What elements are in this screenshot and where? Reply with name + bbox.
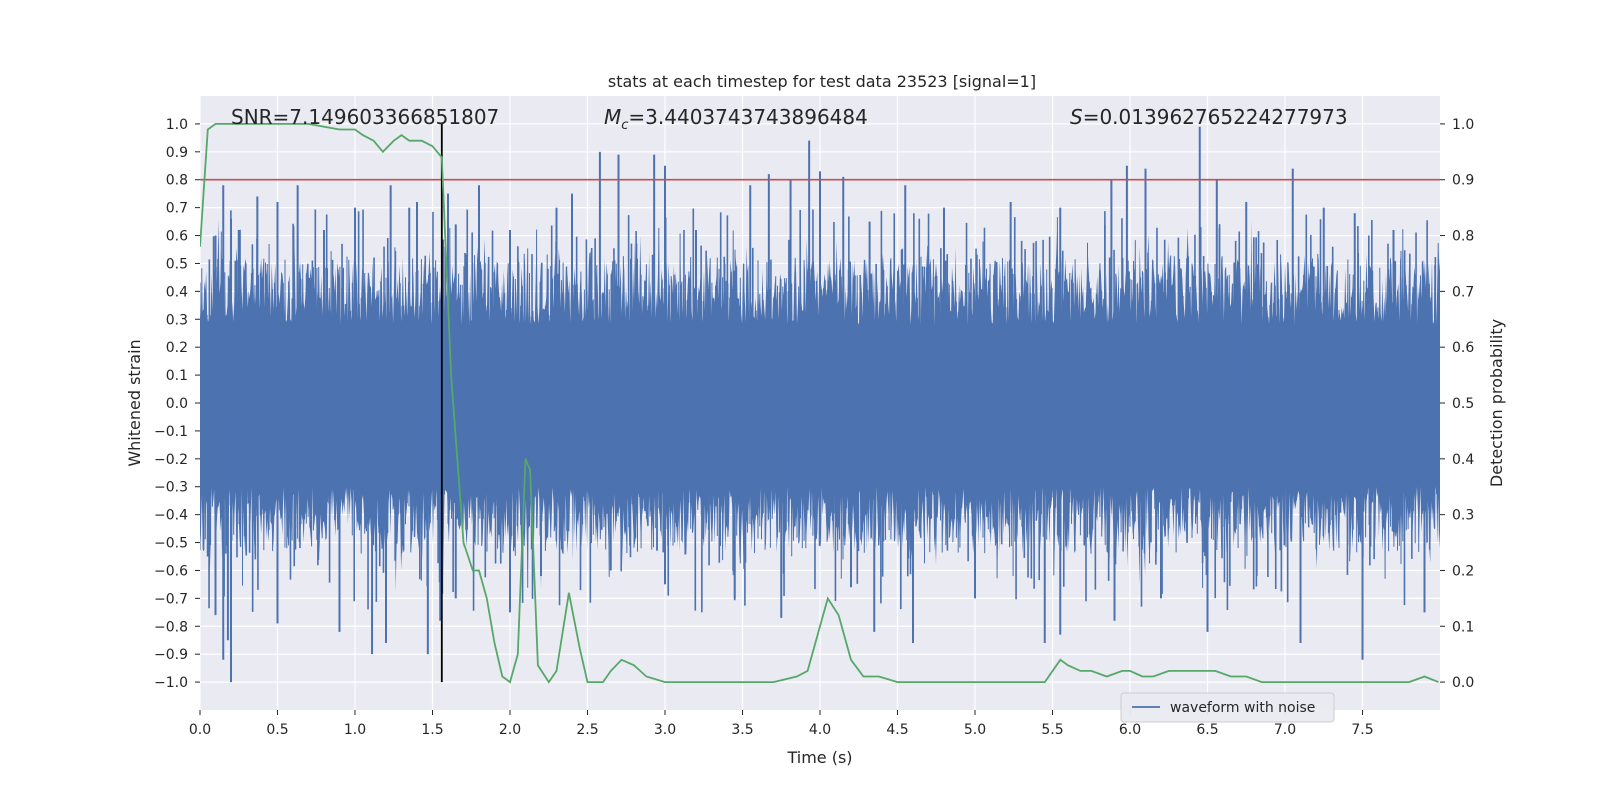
x-tick-label: 4.5 (886, 722, 908, 738)
chirp-mass-annotation: Mc=3.4403743743896484 (604, 105, 868, 133)
y2-tick-label: 0.4 (1452, 452, 1474, 468)
y2-tick-label: 1.0 (1452, 117, 1474, 133)
waveform-series (200, 126, 1440, 683)
x-tick-label: 7.0 (1274, 722, 1296, 738)
chart-title: stats at each timestep for test data 235… (608, 72, 1036, 91)
x-tick-label: 0.0 (189, 722, 211, 738)
y2-tick-label: 0.6 (1452, 340, 1474, 356)
y2-axis-label: Detection probability (1487, 319, 1506, 487)
y-tick-label: 0.0 (166, 396, 188, 412)
legend-label: waveform with noise (1170, 700, 1315, 716)
y-tick-label: −1.0 (154, 675, 188, 691)
legend: waveform with noise (1120, 692, 1335, 723)
y2-axis-ticks: 0.0 0.1 0.2 0.3 0.4 0.5 0.6 0.7 0.8 0.9 1.0 (1440, 117, 1474, 691)
y2-tick-label: 0.8 (1452, 229, 1474, 245)
legend-box (1120, 692, 1335, 723)
y2-tick-label: 0.9 (1452, 173, 1474, 189)
y-tick-label: −0.3 (154, 480, 188, 496)
y-tick-label: −0.6 (154, 563, 188, 579)
y-tick-label: −0.8 (154, 619, 188, 635)
x-tick-label: 2.5 (576, 722, 598, 738)
x-tick-label: 1.0 (344, 722, 366, 738)
y2-tick-label: 0.5 (1452, 396, 1474, 412)
x-axis-label: Time (s) (786, 748, 852, 767)
snr-annotation: SNR=7.149603366851807 (231, 105, 499, 129)
x-tick-label: 6.5 (1196, 722, 1218, 738)
x-tick-label: 7.5 (1351, 722, 1373, 738)
waveform-spikes (202, 126, 1437, 683)
x-tick-label: 5.5 (1041, 722, 1063, 738)
x-tick-label: 2.0 (499, 722, 521, 738)
y2-tick-label: 0.7 (1452, 284, 1474, 300)
detection-probability-line (200, 123, 1439, 684)
y2-tick-label: 0.3 (1452, 508, 1474, 524)
x-tick-label: 5.0 (964, 722, 986, 738)
y-axis-ticks: −1.0 −0.9 −0.8 −0.7 −0.6 −0.5 −0.4 −0.3 −0.2 −0.1… (154, 117, 200, 691)
x-tick-label: 0.5 (266, 722, 288, 738)
y-tick-label: 0.2 (166, 340, 188, 356)
y-tick-label: 0.1 (166, 368, 188, 384)
y-tick-label: 0.3 (166, 312, 188, 328)
y-tick-label: −0.4 (154, 508, 188, 524)
y2-tick-label: 0.2 (1452, 563, 1474, 579)
x-tick-label: 1.5 (421, 722, 443, 738)
y-tick-label: −0.7 (154, 591, 188, 607)
y-tick-label: −0.1 (154, 424, 188, 440)
y-tick-label: −0.9 (154, 647, 188, 663)
statistic-symbol: S (1070, 105, 1083, 129)
y-tick-label: 0.7 (166, 201, 188, 217)
statistic-annotation: S=0.013962765224277973 (1070, 105, 1348, 129)
x-tick-label: 3.0 (654, 722, 676, 738)
y-tick-label: 0.9 (166, 145, 188, 161)
x-tick-label: 6.0 (1119, 722, 1141, 738)
y-axis-label: Whitened strain (125, 339, 144, 466)
chirp-mass-value: =3.4403743743896484 (628, 105, 867, 129)
x-tick-label: 4.0 (809, 722, 831, 738)
y-tick-label: 0.4 (166, 284, 188, 300)
y-tick-label: 1.0 (166, 117, 188, 133)
chirp-mass-symbol: M (604, 105, 621, 129)
y-tick-label: 0.5 (166, 256, 188, 272)
y-tick-label: 0.6 (166, 229, 188, 245)
y-tick-label: −0.5 (154, 536, 188, 552)
x-tick-label: 3.5 (731, 722, 753, 738)
y2-tick-label: 0.1 (1452, 619, 1474, 635)
y-tick-label: 0.8 (166, 173, 188, 189)
y-tick-label: −0.2 (154, 452, 188, 468)
y2-tick-label: 0.0 (1452, 675, 1474, 691)
chirp-mass-subscript: c (621, 118, 628, 133)
statistic-value: =0.013962765224277973 (1083, 105, 1348, 129)
